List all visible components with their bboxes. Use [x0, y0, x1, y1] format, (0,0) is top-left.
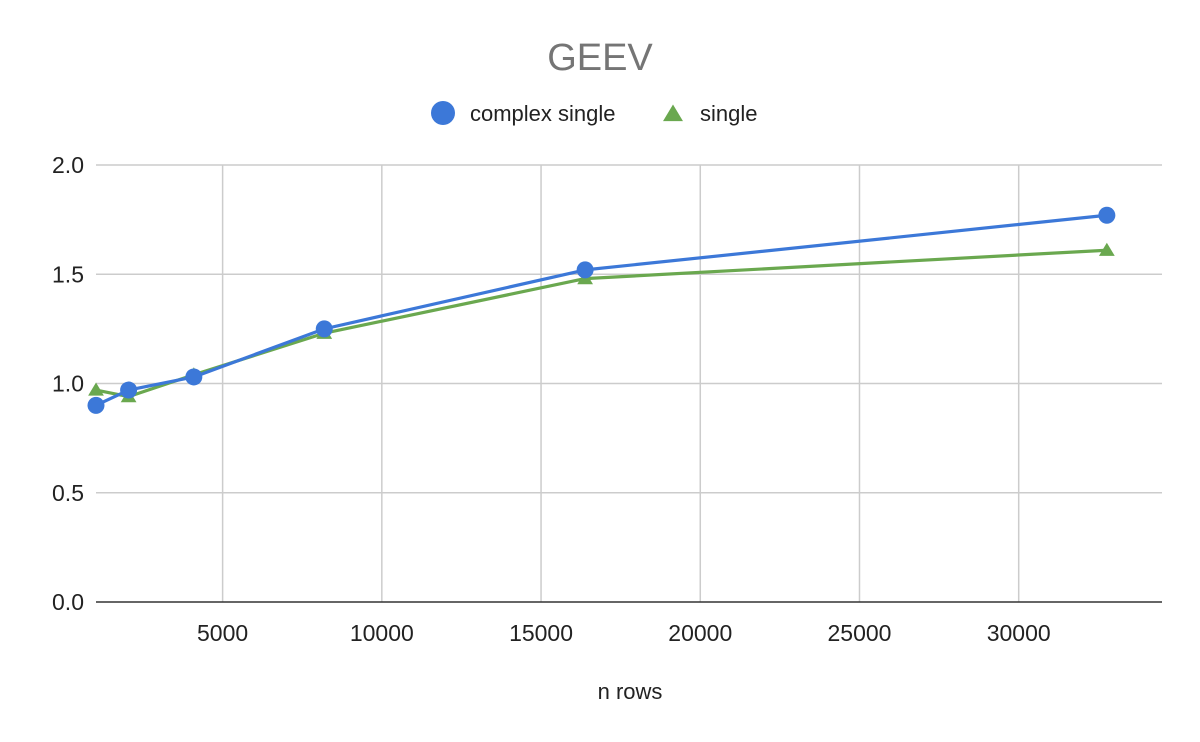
x-axis-ticks: 5000 10000 15000 20000 25000 30000	[197, 620, 1051, 646]
legend-label: complex single	[470, 101, 616, 126]
data-point	[120, 381, 138, 399]
x-tick-label: 25000	[828, 620, 892, 646]
legend-item: single	[663, 101, 757, 126]
data-point	[315, 320, 333, 338]
x-tick-label: 10000	[350, 620, 414, 646]
x-tick-label: 15000	[509, 620, 573, 646]
gridlines	[96, 164, 1162, 602]
y-axis-ticks: 0.0 0.5 1.0 1.5 2.0	[52, 152, 84, 615]
data-point	[185, 368, 203, 386]
series-line	[95, 248, 1107, 399]
legend: complex single single	[431, 101, 757, 126]
data-point	[87, 396, 105, 414]
y-tick-label: 1.5	[52, 261, 84, 287]
series-line	[95, 213, 1108, 407]
y-tick-label: 0.0	[52, 589, 84, 615]
y-tick-label: 0.5	[52, 480, 84, 506]
x-axis-label: n rows	[598, 679, 663, 704]
data-point	[1098, 242, 1115, 256]
series-complex-single	[87, 206, 1116, 414]
chart-title: GEEV	[547, 37, 653, 79]
x-tick-label: 30000	[987, 620, 1051, 646]
data-point	[88, 382, 104, 396]
series-layer	[87, 206, 1116, 414]
legend-circle-marker	[431, 101, 455, 125]
legend-item: complex single	[431, 101, 616, 126]
legend-label: single	[700, 101, 757, 126]
x-tick-label: 5000	[197, 620, 248, 646]
data-point	[576, 261, 594, 279]
y-tick-label: 1.0	[52, 371, 84, 397]
y-tick-label: 2.0	[52, 152, 84, 178]
x-tick-label: 20000	[668, 620, 732, 646]
legend-triangle-marker	[663, 104, 683, 122]
data-point	[1098, 206, 1116, 224]
